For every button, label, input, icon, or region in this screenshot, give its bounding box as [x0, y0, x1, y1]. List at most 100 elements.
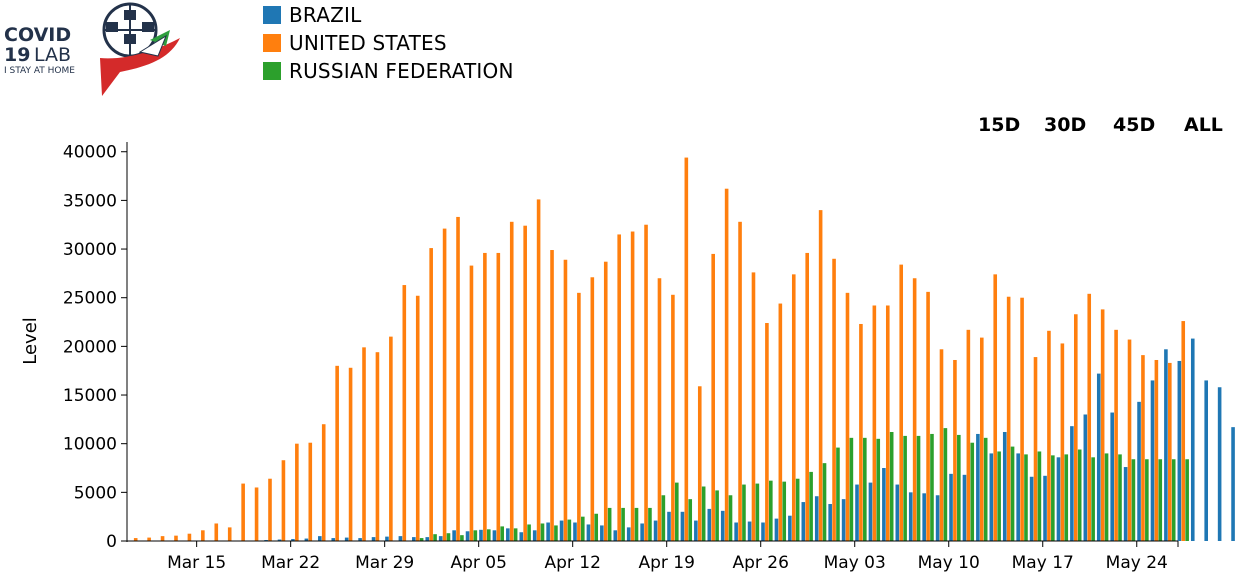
legend-label: RUSSIAN FEDERATION [289, 59, 514, 83]
bar-united-states [899, 264, 904, 541]
bar-brazil [479, 529, 483, 541]
y-axis-title: Level [20, 317, 41, 365]
bar-united-states [254, 487, 259, 541]
bar-brazil [761, 522, 765, 541]
bar-brazil [828, 504, 832, 541]
bar-russian-federation [1171, 459, 1176, 541]
bar-united-states [630, 231, 635, 541]
bar-brazil [868, 482, 873, 541]
bar-united-states [603, 261, 608, 541]
bar-russian-federation [554, 525, 558, 541]
chart-bars [133, 157, 1235, 542]
bar-brazil [774, 518, 779, 541]
bar-russian-federation [849, 437, 854, 541]
legend-item-brazil[interactable]: BRAZIL [263, 1, 514, 29]
bar-united-states [523, 225, 527, 541]
bar-russian-federation [1131, 459, 1136, 541]
bar-brazil [788, 515, 792, 541]
bar-united-states [214, 523, 219, 541]
bar-brazil [989, 453, 994, 541]
bar-united-states [724, 188, 729, 541]
bar-brazil [1177, 360, 1182, 541]
bar-russian-federation [795, 478, 800, 541]
bar-united-states [362, 347, 366, 541]
legend-item-russian-federation[interactable]: RUSSIAN FEDERATION [263, 57, 514, 85]
bar-united-states [415, 295, 420, 541]
bar-united-states [509, 221, 514, 542]
bar-russian-federation [446, 533, 451, 541]
bar-united-states [442, 228, 447, 542]
bar-russian-federation [648, 507, 652, 541]
bar-united-states [1154, 359, 1159, 541]
bar-united-states [751, 272, 756, 541]
bar-russian-federation [634, 507, 639, 541]
bar-russian-federation [1091, 457, 1095, 541]
bar-russian-federation [486, 529, 491, 541]
bar-russian-federation [607, 507, 612, 541]
bar-brazil [855, 484, 859, 541]
bar-brazil [720, 510, 725, 541]
bar-united-states [348, 367, 353, 541]
bar-brazil [586, 524, 591, 541]
bar-united-states [765, 323, 769, 541]
bar-brazil [1137, 401, 1141, 541]
range-button-all[interactable]: ALL [1184, 114, 1223, 136]
bar-united-states [201, 530, 205, 541]
bar-russian-federation [863, 437, 867, 541]
bar-brazil [841, 499, 846, 541]
y-tick-label: 20000 [63, 337, 117, 357]
bar-russian-federation [916, 435, 921, 541]
bar-russian-federation [836, 447, 840, 541]
bar-russian-federation [540, 523, 545, 541]
bar-russian-federation [957, 434, 961, 541]
x-tick-label: May 03 [824, 553, 886, 573]
bar-united-states [147, 537, 151, 541]
bar-brazil [546, 522, 550, 541]
bar-united-states [1087, 293, 1092, 541]
bar-brazil [1164, 349, 1168, 541]
x-axis: Mar 15 Mar 22 Mar 29 Apr 05 Apr 12 Apr 19 Apr … [127, 540, 1179, 573]
bar-russian-federation [1064, 454, 1069, 541]
range-button-45d[interactable]: 45D [1113, 114, 1156, 136]
y-tick-label: 5000 [74, 483, 117, 503]
bar-united-states [469, 265, 474, 541]
bar-united-states [617, 234, 621, 541]
bar-russian-federation [1024, 454, 1028, 541]
range-button-15d[interactable]: 15D [978, 114, 1021, 136]
bar-brazil [331, 538, 336, 541]
bar-brazil [707, 508, 712, 541]
bar-united-states [308, 442, 313, 541]
x-tick-label: May 17 [1012, 553, 1074, 573]
x-tick-label: Mar 29 [355, 553, 414, 573]
logo-tagline: I STAY AT HOME [4, 66, 75, 76]
bar-united-states [832, 258, 836, 541]
bar-brazil [949, 473, 953, 541]
bar-brazil [1123, 467, 1128, 541]
bar-brazil [694, 520, 698, 541]
bar-united-states [671, 294, 675, 541]
range-selector: 15D 30D 45D ALL [966, 114, 1238, 138]
bar-united-states [859, 323, 863, 541]
bar-russian-federation [742, 484, 746, 541]
bar-russian-federation [1104, 453, 1109, 541]
bar-russian-federation [1118, 454, 1122, 541]
legend-swatch-russian-federation [263, 62, 281, 80]
bar-united-states [577, 292, 581, 541]
legend-item-united-states[interactable]: UNITED STATES [263, 29, 514, 57]
bar-russian-federation [580, 516, 585, 541]
bar-brazil [626, 527, 631, 541]
bar-united-states [1060, 343, 1065, 541]
range-button-30d[interactable]: 30D [1044, 114, 1087, 136]
bar-united-states [885, 305, 890, 541]
bar-russian-federation [688, 499, 693, 541]
bar-russian-federation [997, 451, 1001, 541]
bar-brazil [318, 536, 322, 541]
bar-united-states [160, 536, 165, 541]
bar-russian-federation [1145, 459, 1149, 541]
bar-united-states [912, 278, 917, 541]
bar-united-states [1181, 321, 1186, 541]
bar-russian-federation [889, 432, 894, 541]
bar-russian-federation [1158, 459, 1163, 541]
bar-brazil [895, 484, 900, 541]
